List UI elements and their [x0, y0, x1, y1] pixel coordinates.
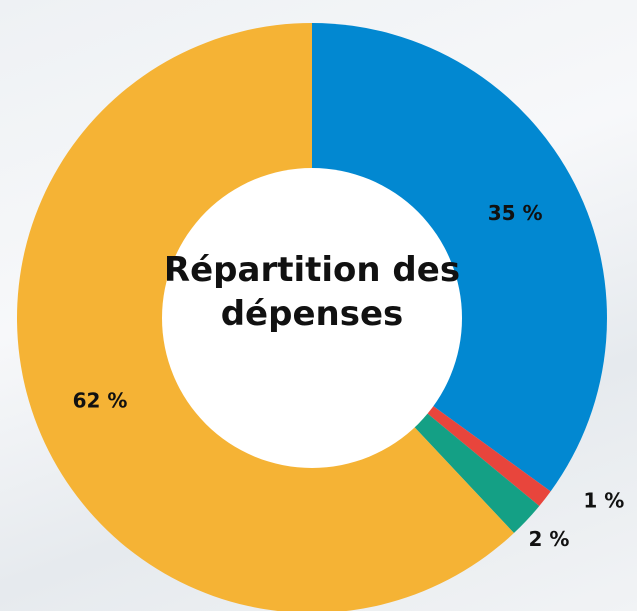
page: 35 %1 %2 %62 % Répartition des dépenses …: [0, 0, 637, 611]
chart-title: Répartition des dépenses: [162, 248, 462, 336]
value-label: 1 %: [583, 489, 624, 513]
value-label: 35 %: [488, 201, 543, 225]
value-label: 62 %: [73, 388, 128, 412]
value-label: 2 %: [528, 527, 569, 551]
